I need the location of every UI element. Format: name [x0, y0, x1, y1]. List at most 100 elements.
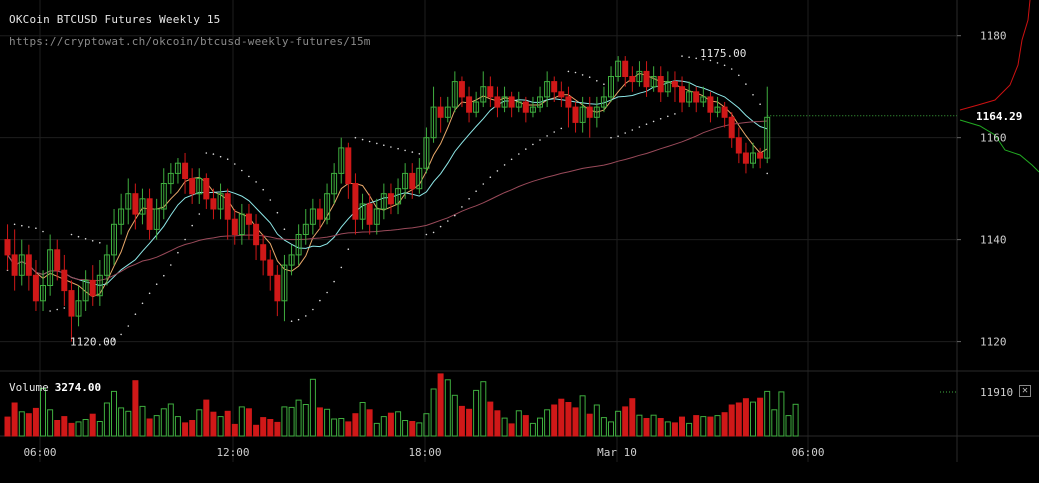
sar-dot [35, 227, 37, 229]
sar-dot [42, 230, 44, 233]
volume-bar [572, 407, 579, 437]
volume-bar [373, 422, 380, 437]
x-tick-label: 06:00 [791, 446, 824, 459]
candle-body [331, 172, 338, 195]
sar-dot [759, 103, 761, 105]
candle-body [281, 264, 288, 302]
volume-bar [423, 413, 430, 437]
sar-dot [468, 198, 470, 200]
sar-dot [432, 231, 435, 234]
volume-bar [231, 423, 238, 437]
candle-body [608, 76, 614, 98]
sar-dot [340, 266, 343, 269]
volume-bar [402, 420, 409, 437]
last-price-label: 1164.29 [976, 110, 1022, 123]
candle-body [437, 106, 444, 118]
volume-bar [338, 418, 345, 437]
sar-dot [766, 172, 768, 175]
sar-dot [588, 76, 591, 78]
volume-bar [508, 423, 515, 437]
price-annotations: 1175.00 1120.00 1164.29 [70, 47, 1022, 348]
volume-bar [82, 419, 89, 437]
sar-dot [730, 68, 733, 70]
bid-depth-line [959, 119, 1039, 173]
volume-bar [458, 405, 465, 437]
candle-body [68, 290, 75, 317]
candle-body [245, 213, 252, 225]
candle-body [643, 70, 650, 88]
volume-bar [771, 409, 778, 437]
volume-bar [75, 421, 82, 437]
candle-body [579, 106, 586, 123]
candle-body [742, 152, 749, 164]
sar-dot [461, 206, 463, 208]
candle-body [210, 198, 217, 210]
sar-dot [63, 307, 66, 309]
volume-label-text: Volume [9, 381, 49, 394]
volume-bar [686, 422, 693, 437]
sar-dot [652, 120, 655, 123]
candle-body [132, 193, 139, 215]
volume-bar [693, 415, 700, 437]
sar-dot [368, 140, 371, 143]
candle-body [316, 208, 323, 220]
candle-body [387, 193, 394, 205]
depth-curve [959, 0, 1039, 173]
volume-bar [714, 415, 721, 437]
candle-body [260, 244, 267, 261]
sar-dot [205, 152, 208, 154]
sar-dot [503, 164, 506, 166]
volume-bar [757, 397, 764, 437]
sar-dot [269, 199, 272, 201]
volume-bar [679, 416, 685, 437]
sar-dot [546, 135, 548, 137]
candle-body [593, 106, 600, 118]
candle-body [714, 106, 721, 113]
sar-dot [312, 308, 314, 311]
sar-dot [226, 158, 229, 160]
candle-body [288, 254, 295, 266]
chart-url[interactable]: https://cryptowat.ch/okcoin/btcusd-weekl… [9, 35, 371, 48]
volume-bar [260, 417, 267, 437]
sar-dot [482, 183, 485, 185]
candle-body [11, 254, 18, 276]
volume-bar [480, 381, 487, 437]
volume-bar [32, 407, 39, 437]
candle-body [721, 106, 728, 118]
y-tick-label: 1180 [980, 30, 1007, 43]
volume-label: Volume 3274.00 [9, 381, 101, 394]
volume-bar [309, 378, 316, 437]
volume-bar [153, 415, 160, 437]
sar-dot [723, 64, 726, 67]
close-icon[interactable]: ✕ [1019, 385, 1031, 397]
sar-dot [518, 153, 520, 155]
volume-bar [544, 409, 551, 437]
sar-dot [155, 283, 158, 286]
volume-bar [253, 424, 260, 437]
candle-body [352, 183, 359, 220]
candle-body [458, 81, 465, 98]
sar-dot [77, 235, 80, 238]
volume-bar [409, 421, 416, 437]
sar-dot [354, 136, 357, 139]
ma-fast-line [7, 72, 768, 298]
candle-body [586, 106, 593, 118]
sar-dot [418, 153, 421, 155]
volume-bar [4, 416, 11, 437]
volume-bar [132, 380, 139, 437]
volume-bar [707, 416, 714, 437]
volume-bar [466, 408, 473, 437]
sar-dot [738, 74, 740, 77]
sar-dot [532, 143, 534, 146]
candle-body [217, 193, 224, 210]
candle-body [196, 178, 203, 195]
sar-dot [234, 163, 236, 165]
sar-dot [13, 223, 16, 226]
volume-bar [25, 413, 32, 437]
sar-dot [610, 136, 612, 139]
sar-dot [631, 129, 634, 131]
sar-dot [21, 224, 23, 227]
sar-dot [127, 325, 130, 327]
volume-bar [622, 406, 629, 437]
volume-bar [579, 395, 586, 437]
